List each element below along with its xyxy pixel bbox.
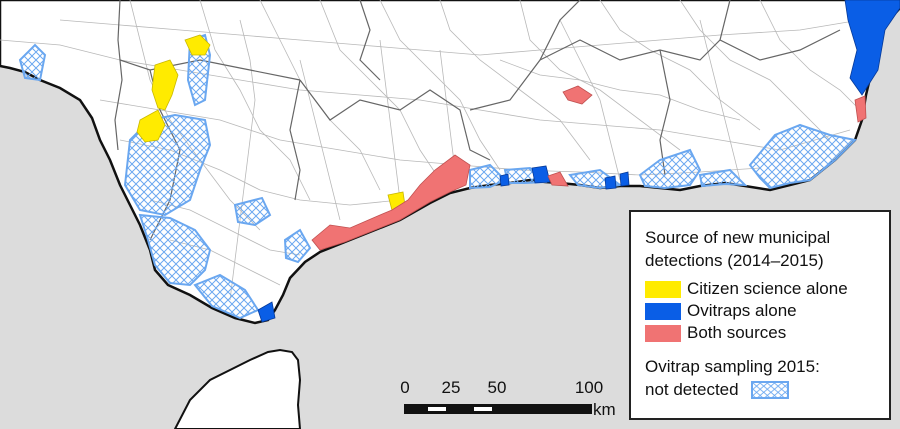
scale-label-50: 50 bbox=[487, 378, 507, 397]
legend-item-label: Citizen science alone bbox=[687, 279, 848, 298]
legend-sampling: Ovitrap sampling 2015: not detected bbox=[645, 355, 877, 401]
legend-item-both-sources: Both sources bbox=[645, 323, 877, 343]
sampling-line2: not detected bbox=[645, 380, 739, 399]
scale-label-100: 100 bbox=[574, 378, 604, 397]
sampling-row: not detected bbox=[645, 378, 877, 401]
ovitraps-swatch bbox=[645, 302, 681, 320]
both-sources-areas bbox=[311, 85, 867, 251]
scale-segment bbox=[428, 407, 446, 411]
citizen-science-areas bbox=[136, 34, 407, 215]
scale-label-0: 0 bbox=[400, 378, 410, 397]
sampling-areas bbox=[18, 33, 858, 320]
scale-bar-graphic bbox=[404, 404, 592, 414]
scale-label-25: 25 bbox=[441, 378, 461, 397]
both-sources-swatch bbox=[645, 324, 681, 342]
sampling-line1: Ovitrap sampling 2015: bbox=[645, 357, 820, 376]
hatch-swatch bbox=[750, 380, 789, 399]
legend-title-line2: detections (2014–2015) bbox=[645, 251, 824, 270]
ovitraps-areas bbox=[257, 0, 900, 323]
legend-title-line1: Source of new municipal bbox=[645, 228, 831, 247]
legend-item-ovitraps: Ovitraps alone bbox=[645, 301, 877, 321]
legend-item-citizen-science: Citizen science alone bbox=[645, 279, 877, 299]
scale-unit: km bbox=[593, 400, 616, 419]
scale-segment bbox=[474, 407, 492, 411]
legend-item-label: Ovitraps alone bbox=[687, 301, 797, 320]
legend: Source of new municipal detections (2014… bbox=[629, 210, 891, 420]
land-africa bbox=[173, 348, 302, 429]
scale-bar: 0 25 50 100 km bbox=[400, 378, 630, 423]
citizen-science-swatch bbox=[645, 280, 681, 298]
legend-item-label: Both sources bbox=[687, 323, 787, 342]
